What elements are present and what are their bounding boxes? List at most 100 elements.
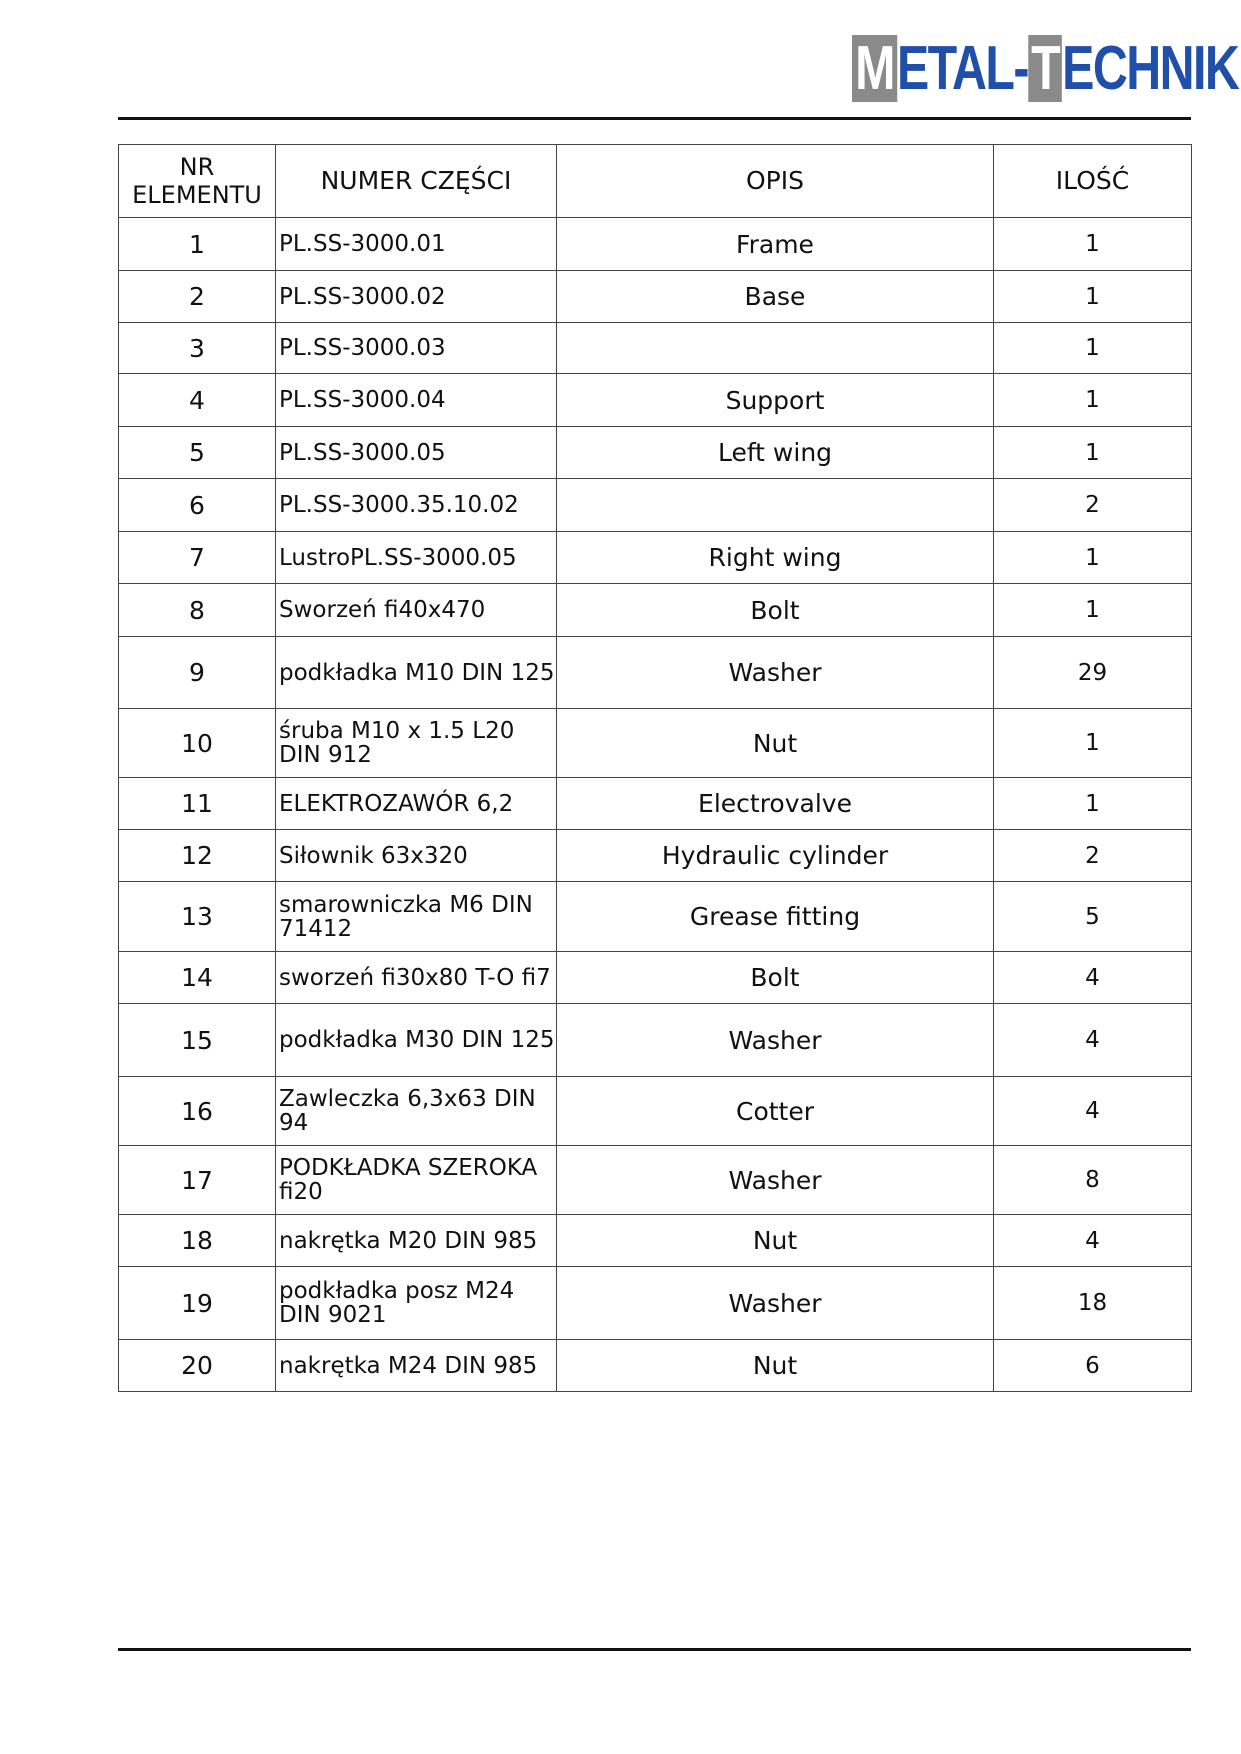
item-number: 1	[118, 217, 276, 271]
quantity: 5	[993, 881, 1192, 952]
item-number: 2	[118, 270, 276, 323]
table-row: 5 PL.SS-3000.05 Left wing 1	[118, 426, 1192, 479]
part-number: PL.SS-3000.01	[275, 217, 557, 271]
part-number: podkładka posz M24 DIN 9021	[275, 1266, 557, 1340]
table-row: 4 PL.SS-3000.04 Support 1	[118, 373, 1192, 427]
description: Grease fitting	[556, 881, 994, 952]
part-number: ELEKTROZAWÓR 6,2	[275, 777, 557, 830]
quantity: 2	[993, 478, 1192, 532]
header-nr: NR ELEMENTU	[118, 144, 276, 218]
table-row: 19 podkładka posz M24 DIN 9021 Washer 18	[118, 1266, 1192, 1340]
table-row: 14 sworzeń fi30x80 T-O fi7 Bolt 4	[118, 951, 1192, 1004]
table-row: 11 ELEKTROZAWÓR 6,2 Electrovalve 1	[118, 777, 1192, 830]
quantity: 1	[993, 322, 1192, 374]
table-row: 8 Sworzeń fi40x470 Bolt 1	[118, 583, 1192, 637]
item-number: 19	[118, 1266, 276, 1340]
description: Washer	[556, 1003, 994, 1077]
description: Nut	[556, 1339, 994, 1392]
quantity: 18	[993, 1266, 1192, 1340]
table-row: 20 nakrętka M24 DIN 985 Nut 6	[118, 1339, 1192, 1392]
quantity: 1	[993, 777, 1192, 830]
description	[556, 322, 994, 374]
part-number: Sworzeń fi40x470	[275, 583, 557, 637]
description: Nut	[556, 708, 994, 778]
item-number: 12	[118, 829, 276, 882]
quantity: 4	[993, 951, 1192, 1004]
quantity: 8	[993, 1145, 1192, 1215]
table-row: 2 PL.SS-3000.02 Base 1	[118, 270, 1192, 323]
item-number: 13	[118, 881, 276, 952]
part-number: Siłownik 63x320	[275, 829, 557, 882]
item-number: 7	[118, 531, 276, 584]
part-number: śruba M10 x 1.5 L20 DIN 912	[275, 708, 557, 778]
metal-technik-logo: M ETAL- T ECHNIK	[852, 35, 1240, 102]
table-row: 13 smarowniczka M6 DIN 71412 Grease fittin…	[118, 881, 1192, 952]
table-row: 9 podkładka M10 DIN 125 Washer 29	[118, 636, 1192, 709]
quantity: 1	[993, 531, 1192, 584]
table-row: 3 PL.SS-3000.03 1	[118, 322, 1192, 374]
table-header-row: NR ELEMENTU NUMER CZĘŚCI OPIS ILOŚĆ	[118, 144, 1192, 218]
part-number: smarowniczka M6 DIN 71412	[275, 881, 557, 952]
table-row: 7 LustroPL.SS-3000.05 Right wing 1	[118, 531, 1192, 584]
quantity: 4	[993, 1003, 1192, 1077]
quantity: 1	[993, 708, 1192, 778]
description: Support	[556, 373, 994, 427]
part-number: podkładka M10 DIN 125	[275, 636, 557, 709]
item-number: 11	[118, 777, 276, 830]
footer-rule	[118, 1648, 1191, 1651]
description: Hydraulic cylinder	[556, 829, 994, 882]
table-row: 6 PL.SS-3000.35.10.02 2	[118, 478, 1192, 532]
description: Base	[556, 270, 994, 323]
description	[556, 478, 994, 532]
item-number: 10	[118, 708, 276, 778]
quantity: 1	[993, 270, 1192, 323]
part-number: podkładka M30 DIN 125	[275, 1003, 557, 1077]
description: Right wing	[556, 531, 994, 584]
header-part-number: NUMER CZĘŚCI	[275, 144, 557, 218]
quantity: 1	[993, 426, 1192, 479]
description: Washer	[556, 636, 994, 709]
part-number: PL.SS-3000.35.10.02	[275, 478, 557, 532]
item-number: 4	[118, 373, 276, 427]
quantity: 1	[993, 373, 1192, 427]
parts-list-table: NR ELEMENTU NUMER CZĘŚCI OPIS ILOŚĆ 1 PL.…	[118, 144, 1192, 1392]
item-number: 15	[118, 1003, 276, 1077]
item-number: 8	[118, 583, 276, 637]
table-row: 16 Zawleczka 6,3x63 DIN 94 Cotter 4	[118, 1076, 1192, 1146]
header-description: OPIS	[556, 144, 994, 218]
part-number: Zawleczka 6,3x63 DIN 94	[275, 1076, 557, 1146]
item-number: 17	[118, 1145, 276, 1215]
description: Cotter	[556, 1076, 994, 1146]
description: Electrovalve	[556, 777, 994, 830]
quantity: 1	[993, 583, 1192, 637]
quantity: 29	[993, 636, 1192, 709]
table-row: 18 nakrętka M20 DIN 985 Nut 4	[118, 1214, 1192, 1267]
quantity: 2	[993, 829, 1192, 882]
part-number: sworzeń fi30x80 T-O fi7	[275, 951, 557, 1004]
item-number: 16	[118, 1076, 276, 1146]
part-number: PODKŁADKA SZEROKA fi20	[275, 1145, 557, 1215]
description: Washer	[556, 1266, 994, 1340]
header-quantity: ILOŚĆ	[993, 144, 1192, 218]
description: Left wing	[556, 426, 994, 479]
quantity: 4	[993, 1214, 1192, 1267]
description: Nut	[556, 1214, 994, 1267]
quantity: 4	[993, 1076, 1192, 1146]
item-number: 18	[118, 1214, 276, 1267]
quantity: 1	[993, 217, 1192, 271]
part-number: PL.SS-3000.05	[275, 426, 557, 479]
item-number: 14	[118, 951, 276, 1004]
quantity: 6	[993, 1339, 1192, 1392]
table-row: 12 Siłownik 63x320 Hydraulic cylinder 2	[118, 829, 1192, 882]
description: Frame	[556, 217, 994, 271]
table-row: 17 PODKŁADKA SZEROKA fi20 Washer 8	[118, 1145, 1192, 1215]
item-number: 20	[118, 1339, 276, 1392]
item-number: 6	[118, 478, 276, 532]
part-number: nakrętka M24 DIN 985	[275, 1339, 557, 1392]
part-number: PL.SS-3000.04	[275, 373, 557, 427]
description: Washer	[556, 1145, 994, 1215]
part-number: LustroPL.SS-3000.05	[275, 531, 557, 584]
item-number: 3	[118, 322, 276, 374]
table-row: 15 podkładka M30 DIN 125 Washer 4	[118, 1003, 1192, 1077]
header-rule	[118, 117, 1191, 120]
